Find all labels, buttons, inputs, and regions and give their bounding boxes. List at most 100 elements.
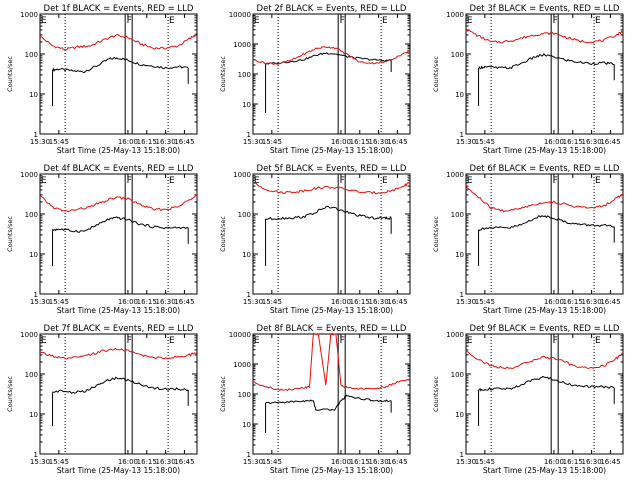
y-tick-label: 1 (460, 131, 464, 139)
x-tick-label: 16:45 (174, 138, 194, 146)
x-tick-label: 16:15 (563, 138, 583, 146)
panel-8: Det 8f BLACK = Events, RED = LLD Counts/s… (219, 324, 411, 475)
x-tick-label: 15:45 (475, 138, 495, 146)
panel-title: Det 8f BLACK = Events, RED = LLD (257, 324, 407, 334)
plot-frame (39, 13, 198, 135)
series-lld-line (465, 350, 624, 370)
x-tick-label: 15:45 (49, 458, 69, 466)
series-events-line (478, 215, 615, 232)
interval-marker: F (340, 336, 345, 346)
x-tick-label: 16:30 (156, 458, 176, 466)
x-tick-label: 16:15 (137, 298, 157, 306)
y-tick-label: 10 (242, 421, 251, 429)
interval-marker: E (254, 176, 260, 186)
y-axis-label: Counts/sec (6, 56, 14, 92)
y-tick-label: 100 (25, 211, 38, 219)
plot-frame (252, 173, 411, 295)
y-tick-label: 10 (455, 91, 464, 99)
y-axis-label: Counts/sec (432, 56, 440, 92)
interval-marker: E (467, 16, 473, 26)
x-tick-label: 16:15 (350, 458, 370, 466)
x-tick-label: 15:45 (262, 298, 282, 306)
series-lld-line (252, 46, 411, 65)
y-tick-label: 1 (460, 291, 464, 299)
y-axis-label: Counts/sec (6, 216, 14, 252)
x-tick-label: 15:30 (243, 458, 263, 466)
x-tick-label: 15:30 (456, 458, 476, 466)
series-events-line (265, 52, 392, 65)
panel-1: Det 1f BLACK = Events, RED = LLD Counts/s… (6, 4, 198, 155)
x-tick-label: 16:30 (582, 138, 602, 146)
plot-frame (39, 173, 198, 295)
panel-title: Det 5f BLACK = Events, RED = LLD (257, 164, 407, 174)
x-tick-label: 16:00 (118, 298, 138, 306)
y-tick-label: 1 (247, 131, 251, 139)
x-tick-label: 15:30 (456, 298, 476, 306)
x-tick-label: 16:30 (369, 458, 389, 466)
interval-marker: E (382, 336, 388, 346)
series-lld-line (465, 29, 624, 44)
panel-title: Det 1f BLACK = Events, RED = LLD (44, 4, 194, 14)
panel-5: Det 5f BLACK = Events, RED = LLD Counts/s… (219, 164, 411, 315)
series-events-line (265, 205, 392, 221)
y-axis-label: Counts/sec (432, 376, 440, 412)
panel-title: Det 4f BLACK = Events, RED = LLD (44, 164, 194, 174)
interval-marker: F (340, 176, 345, 186)
x-tick-label: 16:00 (118, 458, 138, 466)
x-axis-label: Start Time (25-May-13 15:18:00) (57, 146, 180, 155)
panel-3: Det 3f BLACK = Events, RED = LLD Counts/s… (432, 4, 624, 155)
plot-frame (465, 173, 624, 295)
x-axis-label: Start Time (25-May-13 15:18:00) (57, 306, 180, 315)
x-tick-label: 16:45 (387, 298, 407, 306)
interval-marker: E (254, 16, 260, 26)
x-tick-label: 16:15 (563, 458, 583, 466)
series-events-line (478, 52, 615, 70)
x-tick-label: 15:45 (475, 298, 495, 306)
interval-marker: E (41, 336, 47, 346)
x-tick-label: 16:45 (174, 458, 194, 466)
x-axis-label: Start Time (25-May-13 15:18:00) (57, 466, 180, 475)
interval-marker: E (382, 16, 388, 26)
x-tick-label: 16:15 (350, 138, 370, 146)
series-lld-line (252, 332, 411, 392)
series-events-line (52, 57, 189, 74)
plot-frame (252, 13, 411, 135)
x-tick-label: 15:45 (262, 138, 282, 146)
series-lld-line (252, 181, 411, 195)
interval-marker: E (169, 16, 175, 26)
x-tick-label: 15:30 (30, 458, 50, 466)
interval-marker: E (169, 336, 175, 346)
x-tick-label: 16:15 (350, 298, 370, 306)
panel-title: Det 3f BLACK = Events, RED = LLD (470, 4, 620, 14)
interval-marker: E (595, 16, 601, 26)
series-lld-line (39, 347, 198, 360)
x-tick-label: 16:00 (331, 458, 351, 466)
y-axis-label: Counts/sec (219, 376, 227, 412)
y-tick-label: 10 (242, 251, 251, 259)
y-tick-label: 100 (238, 391, 251, 399)
x-tick-label: 15:45 (49, 298, 69, 306)
x-tick-label: 15:45 (475, 458, 495, 466)
x-tick-label: 16:00 (544, 298, 564, 306)
y-tick-label: 1000 (233, 41, 251, 49)
interval-marker: F (127, 176, 132, 186)
interval-marker: F (553, 16, 558, 26)
y-axis-label: Counts/sec (6, 376, 14, 412)
x-tick-label: 16:45 (600, 138, 620, 146)
y-tick-label: 1000 (20, 171, 38, 179)
y-tick-label: 1000 (233, 361, 251, 369)
interval-marker: E (169, 176, 175, 186)
x-tick-label: 16:00 (544, 138, 564, 146)
interval-marker: E (41, 16, 47, 26)
y-tick-label: 1000 (20, 11, 38, 19)
y-axis-label: Counts/sec (219, 216, 227, 252)
x-tick-label: 16:00 (331, 138, 351, 146)
y-tick-label: 100 (25, 51, 38, 59)
x-tick-label: 15:30 (30, 298, 50, 306)
series-events-line (52, 376, 189, 394)
series-events-line (52, 216, 189, 233)
panel-7: Det 7f BLACK = Events, RED = LLD Counts/s… (6, 324, 198, 475)
x-tick-label: 16:30 (582, 458, 602, 466)
interval-marker: E (595, 336, 601, 346)
